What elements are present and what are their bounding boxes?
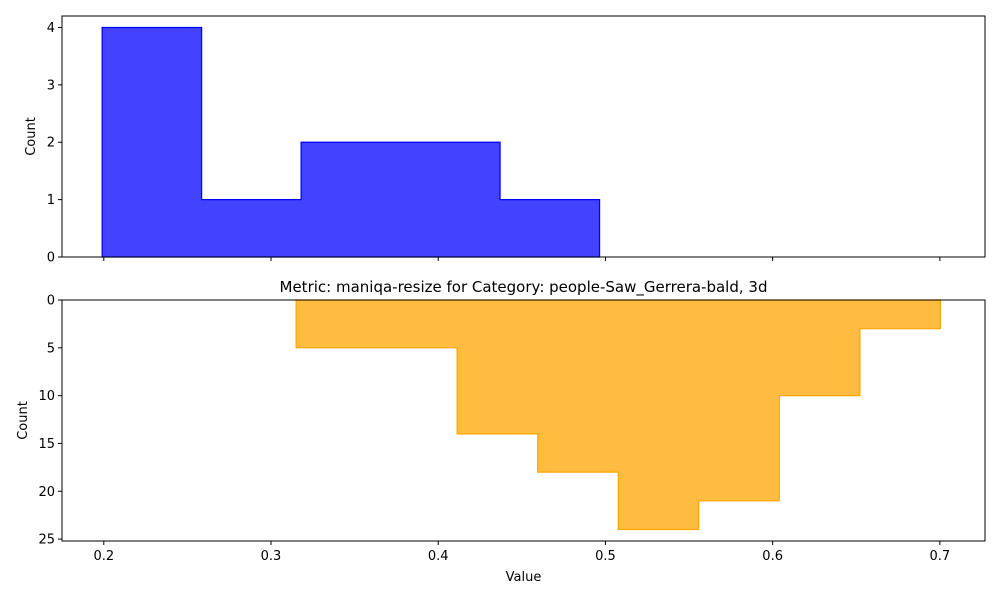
bottom-x-tick-label-0: 0.2 — [93, 549, 114, 564]
bottom-x-tick-label-1: 0.3 — [261, 549, 282, 564]
bottom-x-tick-label-3: 0.5 — [595, 549, 616, 564]
top-histogram-panel: 0 1 2 3 4 Count — [24, 15, 986, 266]
bottom-y-tick-label-4: 20 — [38, 485, 55, 500]
bottom-y-tick-label-2: 10 — [38, 389, 55, 404]
bottom-histogram-panel: Metric: maniqa-resize for Category: peop… — [16, 278, 986, 585]
bottom-x-axis-label: Value — [506, 570, 542, 585]
bottom-chart-title: Metric: maniqa-resize for Category: peop… — [280, 278, 768, 297]
top-axes-frame — [61, 15, 986, 258]
bottom-axes-frame — [61, 299, 986, 542]
bottom-y-tick-label-0: 0 — [47, 294, 55, 309]
bottom-x-tick-label-4: 0.6 — [762, 549, 783, 564]
top-plot-area — [101, 26, 601, 258]
top-x-axis — [103, 257, 941, 261]
bottom-histogram-series-0 — [295, 299, 941, 531]
bottom-y-axis-label: Count — [16, 401, 31, 440]
top-y-tick-label-1: 1 — [47, 193, 55, 208]
bottom-x-tick-label-2: 0.4 — [428, 549, 449, 564]
top-y-tick-label-4: 4 — [47, 21, 55, 36]
bottom-x-tick-label-5: 0.7 — [930, 549, 951, 564]
bottom-x-axis: 0.2 0.3 0.4 0.5 0.6 0.7 — [93, 541, 950, 564]
top-y-axis-label: Count — [24, 117, 39, 156]
top-y-tick-label-3: 3 — [47, 78, 55, 93]
bottom-y-tick-label-3: 15 — [38, 437, 55, 452]
top-y-axis: 0 1 2 3 4 — [47, 21, 62, 266]
top-histogram-series-0 — [101, 26, 601, 258]
bottom-y-tick-label-5: 25 — [38, 533, 55, 548]
bottom-plot-area — [295, 299, 941, 531]
top-y-tick-label-2: 2 — [47, 136, 55, 151]
bottom-y-axis: 0 5 10 15 20 25 — [38, 294, 62, 548]
bottom-y-tick-label-1: 5 — [47, 341, 55, 356]
top-y-tick-label-0: 0 — [47, 251, 55, 266]
